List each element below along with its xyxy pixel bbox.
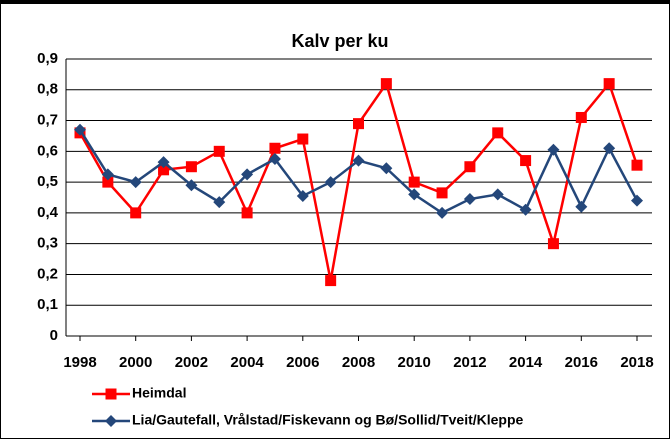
point — [241, 207, 253, 219]
y-tick-label: 0,1 — [37, 296, 58, 313]
point — [352, 154, 365, 167]
x-tick-label: 2006 — [286, 354, 319, 371]
point — [631, 159, 643, 171]
point — [380, 78, 392, 90]
legend-marker — [105, 415, 117, 427]
x-tick-label: 2010 — [398, 354, 431, 371]
point — [603, 142, 616, 155]
point — [520, 155, 532, 167]
y-tick-label: 0,7 — [37, 112, 58, 129]
point — [269, 142, 281, 154]
point — [519, 203, 532, 216]
y-tick-label: 0 — [50, 327, 58, 344]
y-tick-label: 0,5 — [37, 173, 58, 190]
x-tick-label: 2018 — [620, 354, 653, 371]
y-tick-label: 0,8 — [37, 81, 58, 98]
legend-label: Heimdal — [132, 385, 186, 401]
x-tick-label: 1998 — [63, 354, 96, 371]
point — [547, 143, 560, 156]
y-tick-label: 0,4 — [37, 204, 59, 221]
point — [324, 176, 337, 189]
y-tick-label: 0,2 — [37, 265, 58, 282]
point — [241, 168, 254, 181]
x-tick-label: 2000 — [119, 354, 152, 371]
legend-marker — [105, 388, 117, 400]
point — [213, 196, 226, 209]
x-tick-label: 2014 — [509, 354, 543, 371]
x-tick-label: 2012 — [453, 354, 486, 371]
y-tick-label: 0,6 — [37, 142, 58, 159]
point — [408, 188, 421, 201]
point — [547, 238, 559, 250]
point — [129, 176, 142, 189]
x-tick-label: 2002 — [175, 354, 208, 371]
y-tick-label: 0,3 — [37, 235, 58, 252]
point — [575, 111, 587, 123]
point — [575, 200, 588, 213]
point — [631, 194, 643, 207]
y-tick-label: 0,9 — [37, 50, 58, 67]
x-tick-label: 2016 — [565, 354, 598, 371]
point — [185, 161, 197, 173]
x-tick-label: 2008 — [342, 354, 375, 371]
point — [296, 189, 309, 202]
point — [436, 187, 448, 199]
point — [464, 161, 476, 173]
point — [353, 118, 364, 130]
chart-title: Kalv per ku — [291, 31, 388, 51]
point — [158, 164, 170, 176]
point — [101, 168, 114, 181]
point — [603, 78, 615, 90]
point — [491, 188, 504, 201]
point — [213, 145, 225, 157]
point — [408, 176, 420, 188]
x-tick-label: 2004 — [230, 354, 264, 371]
point — [325, 275, 337, 287]
point — [380, 162, 393, 175]
point — [102, 176, 114, 188]
point — [268, 153, 281, 166]
point — [157, 156, 170, 169]
point — [74, 123, 86, 136]
top-bar — [0, 0, 670, 4]
point — [130, 207, 142, 219]
point — [463, 193, 476, 206]
point — [185, 179, 198, 192]
legend-label: Lia/Gautefall, Vrålstad/Fiskevann og Bø/… — [132, 412, 524, 428]
point — [436, 206, 449, 219]
point — [297, 133, 309, 145]
point — [492, 127, 504, 139]
